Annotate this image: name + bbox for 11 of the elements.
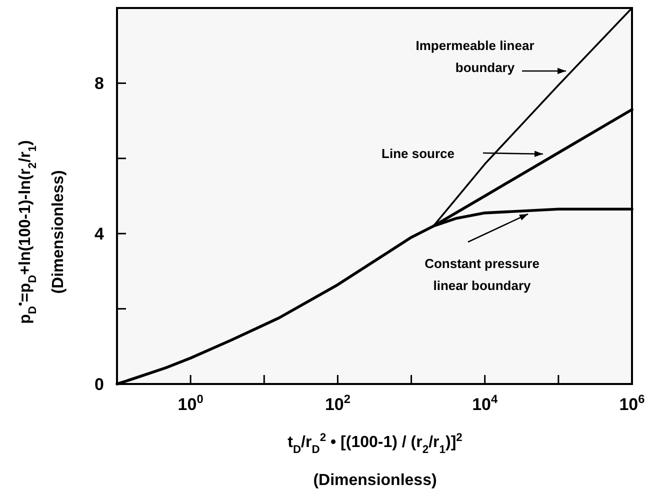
y-tick-label: 8 — [94, 74, 104, 94]
text: t$_{D}$/r$_{D}$$^{2}$ • [(100-1) / (r$_{2}$/r$_{1}$)]$^{2}$ (Dimensionless) — [288, 432, 462, 489]
y-tick-label: 4 — [94, 224, 105, 244]
x-tick-label: 10$^{2}$ — [324, 392, 351, 414]
series-label: Impermeable linear boundary — [416, 38, 534, 75]
x-tick-label: 10$^{0}$ — [178, 392, 204, 414]
legend-label: Line source — [382, 146, 454, 161]
x-tick-label: 10$^{6}$ — [619, 392, 646, 414]
text: Constant pressure linear boundary — [424, 256, 540, 293]
y-tick-label: 0 — [94, 375, 104, 394]
x-tick-label: 10$^{4}$ — [472, 392, 498, 414]
